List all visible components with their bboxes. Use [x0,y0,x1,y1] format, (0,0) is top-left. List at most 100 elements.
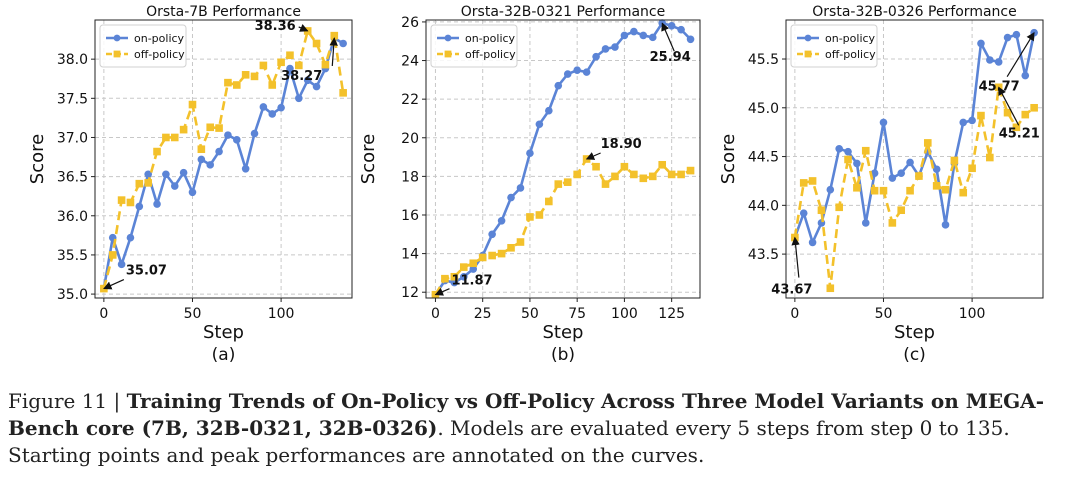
chart-panel-1: 0 50 100 35.0 35.5 36.0 36.5 37.0 37.5 38.0 Orsta-… [27,4,353,365]
data-point-on-policy [153,200,161,208]
caption-label: Figure 11 | [8,389,127,413]
data-point-off-policy [478,253,487,262]
legend: on-policy off-policy [430,24,518,68]
data-point-on-policy [592,52,600,61]
x-tick-label: 100 [959,306,986,322]
data-point-on-policy [469,265,478,273]
data-point-off-policy [817,206,826,215]
x-axis-label: Step [543,322,584,343]
y-tick-label: 26 [401,15,419,31]
data-point-on-policy [826,185,835,194]
data-point-on-policy [277,103,285,112]
data-point-on-policy [677,25,685,34]
plot-frame [94,19,353,299]
legend-marker-off-policy [113,50,121,58]
data-point-on-policy [648,33,657,42]
data-point-on-policy [639,31,648,40]
annotation-label: 11.87 [451,274,492,289]
data-point-off-policy [906,186,914,195]
chart-panel-2: 0 25 50 75 100 125 12 14 16 18 20 22 24 26 Orsta-32B-0… [358,4,701,365]
data-point-off-policy [950,156,959,165]
data-point-off-policy [573,170,581,179]
data-point-off-policy [861,146,870,155]
data-point-on-policy [906,158,914,167]
data-point-off-policy [968,164,976,173]
data-point-off-policy [639,174,648,183]
data-point-off-policy [620,162,629,171]
data-point-on-policy [879,118,888,127]
data-point-on-policy [179,168,188,177]
data-point-on-policy [630,27,638,36]
data-point-off-policy [339,89,347,97]
x-tick-label: 0 [99,306,108,322]
legend-label-off-policy: off-policy [465,48,516,61]
data-point-off-policy [853,183,861,192]
y-tick-label: 24 [401,54,419,70]
data-point-off-policy [179,125,188,134]
x-tick-label: 100 [268,306,295,322]
legend-label-on-policy: on-policy [134,32,185,45]
data-point-on-policy [563,70,572,78]
data-point-on-policy [206,161,215,169]
series-line-on-policy [793,32,1036,244]
data-point-off-policy [808,177,817,185]
data-point-off-policy [686,166,695,175]
data-point-off-policy [286,51,294,60]
y-tick-label: 35.5 [57,248,88,264]
data-point-off-policy [215,124,223,132]
data-point-on-policy [507,193,515,202]
data-point-off-policy [162,133,170,142]
data-point-on-policy [835,144,843,153]
data-point-off-policy [658,160,667,169]
data-point-off-policy [897,206,906,215]
data-point-off-policy [835,203,843,212]
data-point-off-policy [277,58,285,67]
figure-charts: 0 50 100 35.0 35.5 36.0 36.5 37.0 37.5 38.0 Orsta-… [27,4,1044,365]
x-tick-label: 0 [790,306,799,322]
data-point-off-policy [799,179,808,187]
data-point-on-policy [250,129,259,138]
y-tick-label: 37.5 [57,91,88,107]
data-point-on-policy [126,233,135,242]
data-point-on-policy [526,149,534,158]
data-point-off-policy [915,172,923,180]
data-point-on-policy [135,202,144,211]
data-point-off-policy [268,81,277,89]
legend-box [99,24,187,68]
data-point-off-policy [1021,110,1030,119]
annotation-arrow [434,287,450,296]
data-point-off-policy [1012,123,1021,132]
data-point-off-policy [241,71,250,79]
annotation-label: 18.90 [601,137,642,152]
series-line-on-policy [434,21,692,296]
data-point-off-policy [135,179,144,188]
chart-title: Orsta-7B Performance [146,4,301,20]
series-line-on-policy [102,36,344,289]
annotation-label: 38.36 [255,19,296,34]
data-point-on-policy [303,76,312,85]
data-point-off-policy [888,219,897,227]
data-point-off-policy [197,145,206,154]
data-point-on-policy [545,106,553,115]
data-point-on-policy [601,45,610,53]
data-point-off-policy [108,251,117,259]
y-tick-label: 18 [401,169,419,185]
y-tick-label: 20 [401,131,419,147]
data-point-on-policy [497,216,506,225]
y-tick-label: 36.5 [57,170,88,186]
data-point-off-policy [100,284,108,293]
data-point-on-policy [870,169,879,177]
annotation-label: 43.67 [771,283,812,298]
legend-marker-off-policy [804,50,812,58]
figure-caption: Figure 11 | Training Trends of On-Policy… [8,388,1072,469]
data-point-on-policy [932,165,941,174]
legend-marker-on-policy [113,34,121,42]
legend-marker-off-policy [444,50,452,58]
data-point-off-policy [224,78,232,87]
data-point-on-policy [170,182,179,190]
data-point-off-policy [677,170,685,179]
legend-box [790,24,878,68]
data-point-off-policy [507,244,515,252]
data-point-off-policy [630,170,638,179]
x-tick-label: 100 [611,306,638,322]
